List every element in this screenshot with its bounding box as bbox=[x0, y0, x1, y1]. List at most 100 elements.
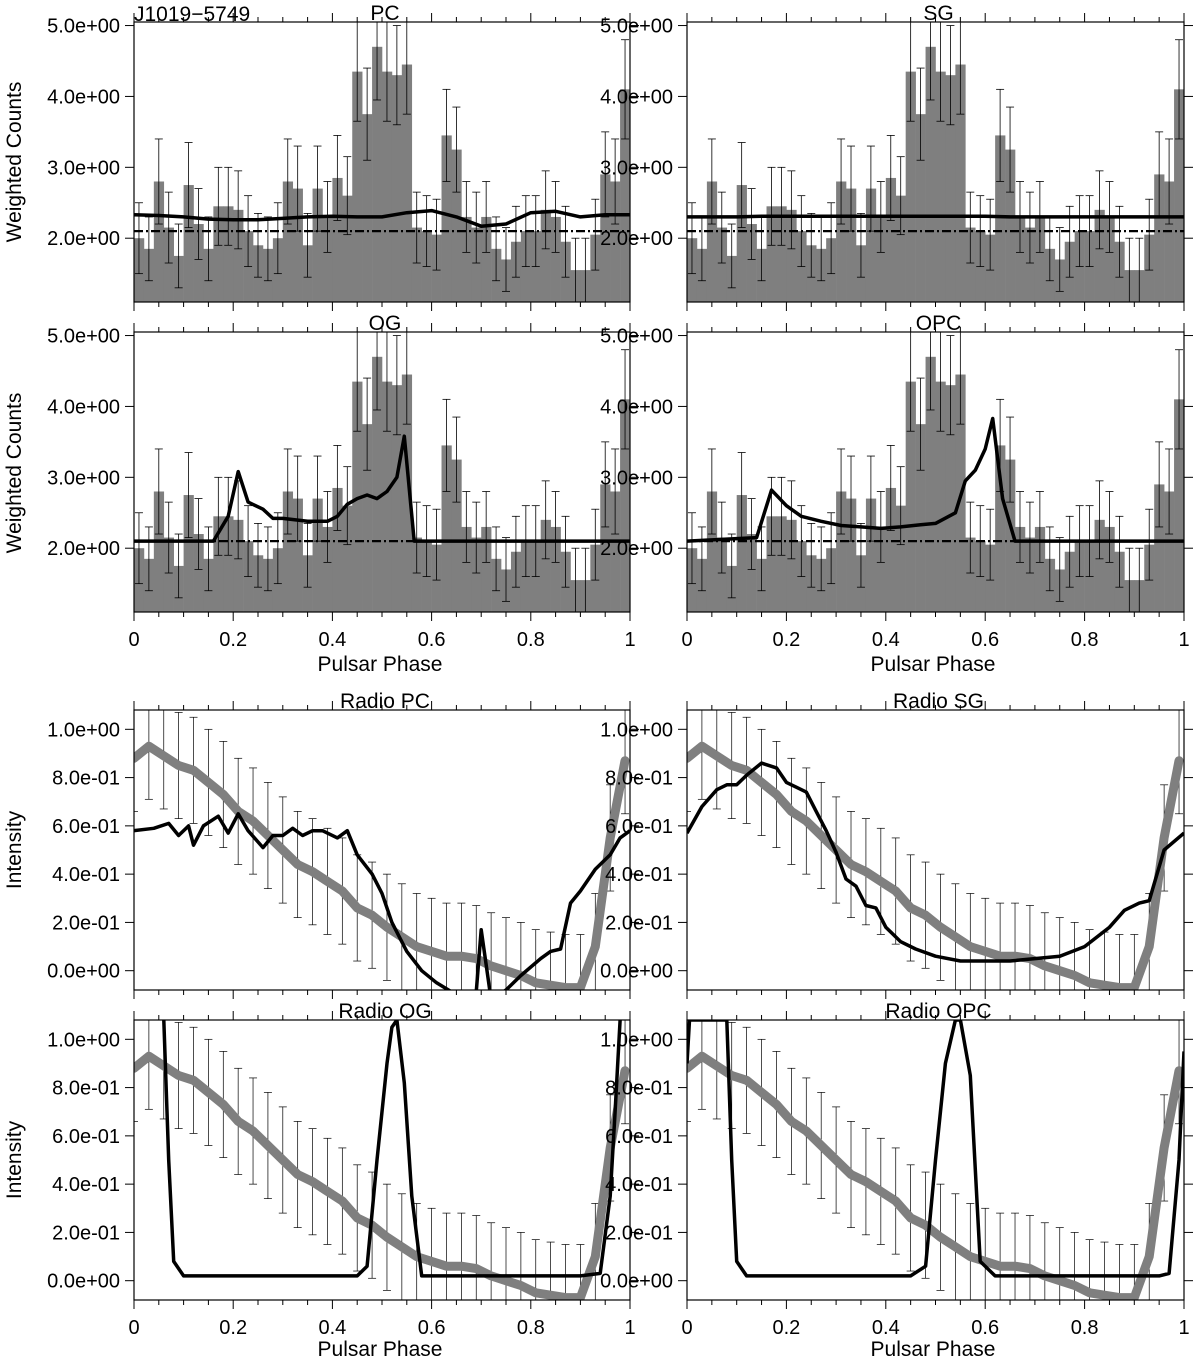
histogram-bar bbox=[223, 516, 234, 612]
histogram-bar bbox=[451, 149, 462, 302]
histogram-bar bbox=[995, 135, 1006, 302]
panel-title: OPC bbox=[916, 312, 962, 335]
histogram-bar bbox=[282, 491, 294, 612]
histogram-bar bbox=[915, 114, 926, 302]
y-axis-label-intensity-bottom: Intensity bbox=[3, 1120, 26, 1199]
histogram-bar bbox=[441, 135, 452, 302]
histogram-bar bbox=[382, 381, 393, 612]
histogram-bar bbox=[865, 188, 877, 302]
histogram-bar bbox=[1034, 216, 1046, 302]
histogram-bar bbox=[620, 399, 630, 612]
histogram-bar bbox=[766, 206, 777, 302]
y-tick-label: 3.0e+00 bbox=[47, 157, 120, 179]
plot-area bbox=[687, 1020, 1184, 1300]
panel-radio-opc: 0.0e+00 2.0e-01 4.0e-01 6.0e-01 8.0e-01 1.0e+… bbox=[600, 1000, 1193, 1339]
x-tick-label: 0.4 bbox=[872, 1317, 900, 1339]
histogram-bar bbox=[706, 181, 718, 302]
model-lightcurve bbox=[687, 416, 1184, 543]
plot-area bbox=[134, 710, 630, 990]
y-tick-label: 4.0e+00 bbox=[47, 396, 120, 418]
x-tick-label: 0 bbox=[681, 629, 692, 651]
histogram-bar bbox=[875, 526, 887, 612]
histogram-bar bbox=[895, 195, 906, 302]
histogram-bar bbox=[292, 188, 303, 302]
y-tick-label: 1.0e+00 bbox=[600, 1029, 673, 1051]
histogram-bar bbox=[1104, 216, 1115, 302]
y-tick-label: 2.0e-01 bbox=[605, 912, 673, 934]
histogram-bar bbox=[1174, 399, 1184, 612]
histogram-bar bbox=[193, 224, 204, 302]
histogram-bar bbox=[540, 209, 551, 302]
histogram-bar bbox=[706, 491, 718, 612]
panel-title: SG bbox=[923, 2, 953, 25]
y-tick-label: 6.0e-01 bbox=[52, 816, 120, 838]
y-tick-label: 0.0e+00 bbox=[47, 1271, 120, 1293]
panel-pc: 2.0e+00 3.0e+00 4.0e+00 5.0e+00 PC bbox=[47, 2, 639, 311]
histogram-bar bbox=[332, 177, 343, 302]
plot-area bbox=[687, 710, 1184, 990]
panel-radio-og: 0.0e+00 2.0e-01 4.0e-01 6.0e-01 8.0e-01 1.0e+… bbox=[47, 1000, 639, 1339]
histogram-bar bbox=[292, 498, 303, 612]
x-tick-label: 0 bbox=[128, 629, 139, 651]
x-tick-label: 0.6 bbox=[418, 629, 446, 651]
histogram-bar bbox=[481, 526, 492, 612]
histogram-bar bbox=[322, 216, 333, 302]
histogram-bar bbox=[342, 505, 353, 612]
histogram-bar bbox=[915, 424, 926, 612]
histogram-bar bbox=[1104, 526, 1115, 612]
histogram-bar bbox=[965, 227, 976, 302]
histogram-bar bbox=[945, 385, 956, 612]
panel-og: 2.0e+00 3.0e+00 4.0e+00 5.0e+00 0 0.2 0.4 0.6 0.… bbox=[47, 312, 639, 651]
panel-title: Radio OG bbox=[338, 1000, 431, 1023]
histogram-bar bbox=[332, 487, 343, 612]
x-tick-label: 0.4 bbox=[872, 629, 900, 651]
histogram-bar bbox=[372, 356, 383, 612]
source-label: J1019−5749 bbox=[134, 3, 250, 26]
model-lightcurve bbox=[134, 434, 630, 543]
histogram-bar bbox=[620, 89, 630, 302]
histogram-bar bbox=[875, 216, 887, 302]
histogram-bar bbox=[163, 537, 174, 612]
radio-observed-profile bbox=[687, 1051, 1184, 1300]
histogram-bar bbox=[1154, 484, 1165, 612]
histogram-bar bbox=[391, 385, 403, 612]
histogram-bar bbox=[1024, 227, 1036, 302]
histogram-bar bbox=[461, 526, 472, 612]
histogram-bar bbox=[955, 64, 966, 302]
y-tick-label: 8.0e-01 bbox=[605, 768, 673, 790]
histogram-bar bbox=[441, 445, 452, 612]
histogram-bar bbox=[1024, 537, 1036, 612]
histogram-bar bbox=[382, 71, 393, 302]
histogram-bar bbox=[746, 224, 757, 302]
plot-area bbox=[134, 22, 630, 302]
panel-title: Radio PC bbox=[340, 690, 430, 713]
histogram-bar bbox=[471, 227, 482, 302]
histogram-bar bbox=[401, 64, 413, 302]
x-axis-label-radio-right: Pulsar Phase bbox=[871, 1338, 996, 1361]
histogram-bar bbox=[282, 181, 294, 302]
y-tick-label: 0.0e+00 bbox=[47, 961, 120, 983]
y-tick-label: 2.0e+00 bbox=[600, 228, 673, 250]
histogram-bar bbox=[716, 227, 728, 302]
y-tick-label: 8.0e-01 bbox=[605, 1078, 673, 1100]
y-tick-label: 2.0e-01 bbox=[52, 912, 120, 934]
panel-radio-sg: 0.0e+00 2.0e-01 4.0e-01 6.0e-01 8.0e-01 1.0e+… bbox=[600, 690, 1193, 999]
panel-sg: 2.0e+00 3.0e+00 4.0e+00 5.0e+00 SG bbox=[600, 2, 1193, 311]
histogram-bar bbox=[1094, 519, 1105, 612]
histogram-bar bbox=[213, 516, 224, 612]
histogram-bar bbox=[451, 459, 462, 612]
x-tick-label: 0 bbox=[681, 1317, 692, 1339]
histogram-bar bbox=[213, 206, 224, 302]
y-tick-label: 6.0e-01 bbox=[605, 1126, 673, 1148]
y-tick-label: 1.0e+00 bbox=[600, 719, 673, 741]
plot-area bbox=[687, 22, 1184, 302]
histogram-bar bbox=[411, 227, 422, 302]
y-tick-label: 3.0e+00 bbox=[47, 467, 120, 489]
x-tick-label: 1 bbox=[624, 1317, 635, 1339]
y-tick-label: 6.0e-01 bbox=[52, 1126, 120, 1148]
histogram-bar bbox=[481, 216, 492, 302]
histogram-bar bbox=[312, 188, 323, 302]
histogram-bar bbox=[736, 185, 747, 302]
histogram-bar bbox=[183, 495, 194, 612]
